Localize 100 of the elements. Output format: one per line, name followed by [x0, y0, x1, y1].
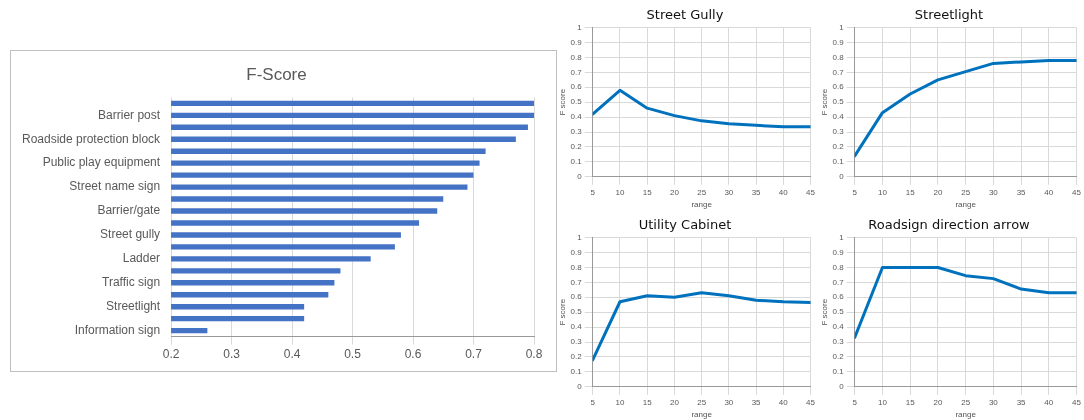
- y-tick-label: 1: [839, 22, 845, 32]
- y-tick-label: 0.7: [832, 277, 845, 287]
- x-tick-label: 0.4: [283, 347, 301, 362]
- x-tick-label: 40: [778, 397, 789, 407]
- x-tick-label: 30: [988, 187, 999, 197]
- chart-title: Roadsign direction arrow: [868, 217, 1031, 233]
- x-axis-title: range: [691, 200, 713, 210]
- x-tick-label: 45: [1072, 397, 1082, 407]
- y-tick-label: 0.4: [832, 322, 845, 332]
- y-tick-label: 0.1: [570, 157, 583, 167]
- x-tick-label: 0.2: [162, 347, 180, 362]
- x-tick-label: 0.6: [404, 347, 422, 362]
- y-tick-label: Information sign: [74, 322, 161, 337]
- y-tick-label: 1: [577, 232, 583, 242]
- x-tick-label: 15: [905, 397, 916, 407]
- x-tick-label: 10: [615, 397, 625, 407]
- y-tick-label: Roadside protection block: [21, 131, 162, 146]
- y-tick-label: 1: [577, 22, 583, 32]
- y-tick-label: 0.5: [570, 307, 583, 317]
- x-tick-label: 20: [933, 187, 943, 197]
- y-tick-label: 0.6: [832, 292, 845, 302]
- y-tick-label: 0.1: [832, 157, 845, 167]
- x-tick-label: 20: [669, 187, 680, 197]
- y-tick-label: 0.8: [832, 52, 845, 62]
- y-tick-label: 0.3: [570, 127, 583, 137]
- y-tick-label: 0.6: [832, 82, 845, 92]
- y-tick-label: 0.4: [570, 322, 583, 332]
- y-tick-label: 0.7: [570, 67, 583, 77]
- y-tick-label: Street gully: [100, 227, 161, 242]
- x-tick-label: 0.5: [344, 347, 362, 362]
- y-tick-label: Traffic sign: [102, 275, 161, 290]
- chart-title: Utility Cabinet: [638, 217, 732, 233]
- x-axis-title: range: [955, 410, 977, 420]
- y-tick-label: 0.5: [570, 97, 583, 107]
- x-tick-label: 30: [724, 187, 734, 197]
- x-tick-label: 10: [615, 187, 625, 197]
- y-tick-label: 0.7: [832, 67, 845, 77]
- y-tick-label: 0.6: [570, 82, 583, 92]
- y-tick-label: Street name sign: [69, 179, 161, 194]
- x-tick-label: 15: [642, 187, 653, 197]
- y-tick-label: 0.3: [570, 337, 583, 347]
- y-tick-label: 0: [839, 382, 845, 391]
- x-tick-label: 30: [724, 397, 734, 407]
- x-tick-label: 45: [806, 187, 816, 197]
- y-tick-label: 0.3: [832, 127, 845, 137]
- y-axis-title: F score: [558, 298, 567, 326]
- y-axis-title: F score: [820, 88, 829, 116]
- x-tick-label: 20: [669, 397, 680, 407]
- x-tick-label: 0.7: [465, 347, 483, 362]
- y-tick-label: 0: [577, 382, 583, 391]
- x-axis-title: range: [691, 410, 713, 420]
- x-tick-label: 30: [988, 397, 999, 407]
- y-tick-label: 0.7: [570, 277, 583, 287]
- y-tick-label: 0.8: [832, 262, 845, 272]
- x-tick-label: 40: [1044, 397, 1054, 407]
- x-tick-label: 45: [806, 397, 816, 407]
- x-tick-label: 35: [751, 187, 762, 197]
- x-tick-label: 25: [697, 187, 707, 197]
- x-tick-label: 45: [1072, 187, 1082, 197]
- y-tick-label: 0.1: [570, 367, 583, 377]
- chart-title: F-Score: [246, 64, 307, 84]
- x-axis-title: range: [955, 200, 977, 210]
- y-tick-label: 0.9: [832, 37, 845, 47]
- x-tick-label: 5: [590, 397, 596, 407]
- x-tick-label: 25: [697, 397, 707, 407]
- y-tick-label: 0: [577, 172, 583, 181]
- y-tick-label: 0.5: [832, 307, 845, 317]
- y-tick-label: 0.6: [570, 292, 583, 302]
- y-tick-label: Streetlight: [106, 299, 161, 314]
- x-tick-label: 40: [778, 187, 789, 197]
- y-tick-label: Barrier/gate: [97, 203, 161, 218]
- y-tick-label: 0.1: [832, 367, 845, 377]
- y-tick-label: 0: [839, 172, 845, 181]
- x-tick-label: 5: [590, 187, 596, 197]
- y-tick-label: 0.9: [832, 247, 845, 257]
- y-tick-label: Ladder: [122, 251, 161, 266]
- x-tick-label: 10: [878, 397, 888, 407]
- y-tick-label: 0.5: [832, 97, 845, 107]
- x-tick-label: 0.8: [525, 347, 543, 362]
- x-tick-label: 5: [852, 187, 858, 197]
- y-tick-label: Public play equipment: [42, 155, 161, 170]
- y-tick-label: 0.8: [570, 52, 583, 62]
- y-tick-label: 0.2: [832, 142, 845, 152]
- x-tick-label: 15: [642, 397, 653, 407]
- x-tick-label: 40: [1044, 187, 1054, 197]
- y-tick-label: 0.8: [570, 262, 583, 272]
- x-tick-label: 20: [933, 397, 943, 407]
- x-tick-label: 0.3: [223, 347, 241, 362]
- x-tick-label: 25: [961, 187, 971, 197]
- y-tick-label: 0.9: [570, 37, 583, 47]
- x-tick-label: 35: [1016, 187, 1027, 197]
- y-tick-label: 0.3: [832, 337, 845, 347]
- x-tick-label: 35: [1016, 397, 1027, 407]
- y-axis-title: F score: [558, 88, 567, 116]
- chart-title: Street Gully: [646, 7, 724, 23]
- x-tick-label: 35: [751, 397, 762, 407]
- y-tick-label: 0.4: [832, 112, 845, 122]
- x-tick-label: 15: [905, 187, 916, 197]
- y-tick-label: 0.4: [570, 112, 583, 122]
- y-tick-label: 0.2: [570, 142, 583, 152]
